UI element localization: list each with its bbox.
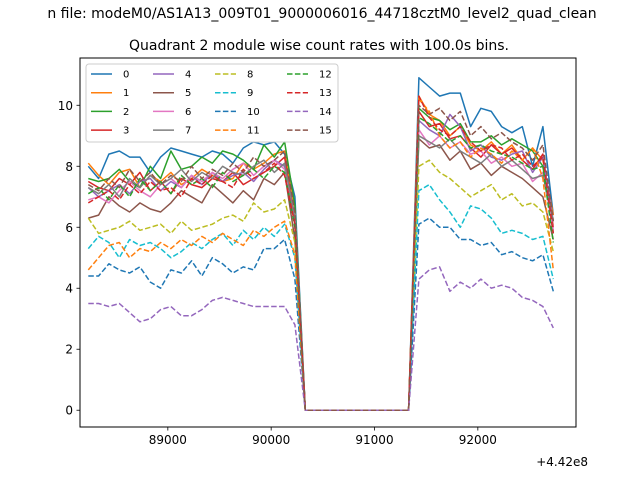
legend-label-11: 11 (247, 126, 260, 137)
legend-label-15: 15 (319, 126, 332, 137)
legend-label-9: 9 (247, 88, 253, 99)
y-tick-label: 2 (65, 343, 73, 357)
x-tick-label: 91000 (355, 433, 393, 447)
y-tick-label: 6 (65, 221, 73, 235)
x-offset-label: +4.42e8 (536, 455, 588, 469)
legend-label-5: 5 (185, 88, 191, 99)
x-tick-label: 92000 (459, 433, 497, 447)
chart-title: Quadrant 2 module wise count rates with … (129, 38, 509, 54)
series-line-15 (87, 104, 555, 411)
legend-label-1: 1 (123, 88, 129, 99)
legend-label-6: 6 (185, 107, 191, 118)
legend-label-12: 12 (319, 70, 332, 81)
legend-label-2: 2 (123, 107, 129, 118)
y-tick-label: 4 (65, 282, 73, 296)
axes-frame (79, 57, 577, 428)
legend-frame (85, 63, 339, 143)
legend-label-0: 0 (123, 70, 129, 81)
x-tick-label: 89000 (149, 433, 187, 447)
legend-label-4: 4 (185, 70, 191, 81)
series-layer (87, 77, 555, 411)
legend-label-14: 14 (319, 107, 332, 118)
legend-label-10: 10 (247, 107, 260, 118)
y-tick-label: 0 (65, 404, 73, 418)
x-tick-label: 90000 (252, 433, 290, 447)
y-axis: 0 2 4 6 8 10 (58, 99, 80, 418)
figure-suptitle: n file: modeM0/AS1A13_009T01_9000006016_… (47, 6, 596, 22)
legend-label-3: 3 (123, 126, 129, 137)
legend-label-7: 7 (185, 126, 191, 137)
y-tick-label: 10 (58, 99, 73, 113)
y-tick-label: 8 (65, 160, 73, 174)
legend-label-8: 8 (247, 70, 253, 81)
x-axis: 89000 90000 91000 92000 (149, 427, 497, 447)
legend-label-13: 13 (319, 88, 332, 99)
